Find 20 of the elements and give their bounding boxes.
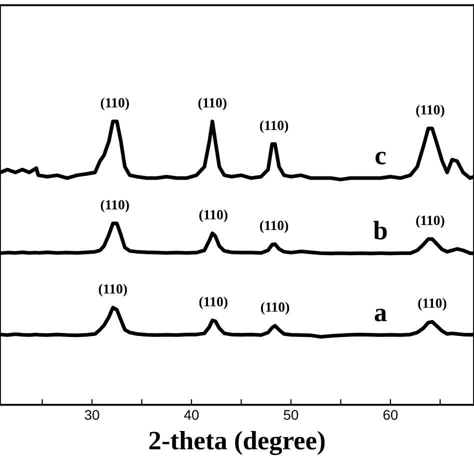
x-tick-label: 50	[284, 410, 298, 420]
series-label: b	[373, 220, 387, 240]
x-tick-label: 30	[84, 410, 100, 420]
annotation: (110)	[260, 220, 288, 233]
annotation: (110)	[98, 284, 127, 296]
x-tick-label: 60	[383, 410, 398, 420]
annotation: (110)	[260, 120, 288, 133]
annotation: (110)	[418, 298, 446, 311]
series-label: c	[376, 152, 386, 164]
annotation: (110)	[199, 296, 228, 310]
x-axis-title: 2-theta (degree)	[149, 430, 325, 456]
annotation: (110)	[416, 215, 444, 228]
annotation: (110)	[198, 98, 226, 110]
annotation: (110)	[199, 210, 228, 222]
x-tick-label: 40	[184, 410, 199, 420]
series-label: a	[374, 308, 387, 322]
annotation: (110)	[416, 104, 444, 118]
annotation: (110)	[100, 200, 129, 212]
annotation: (110)	[100, 98, 129, 110]
annotation: (110)	[261, 302, 290, 315]
